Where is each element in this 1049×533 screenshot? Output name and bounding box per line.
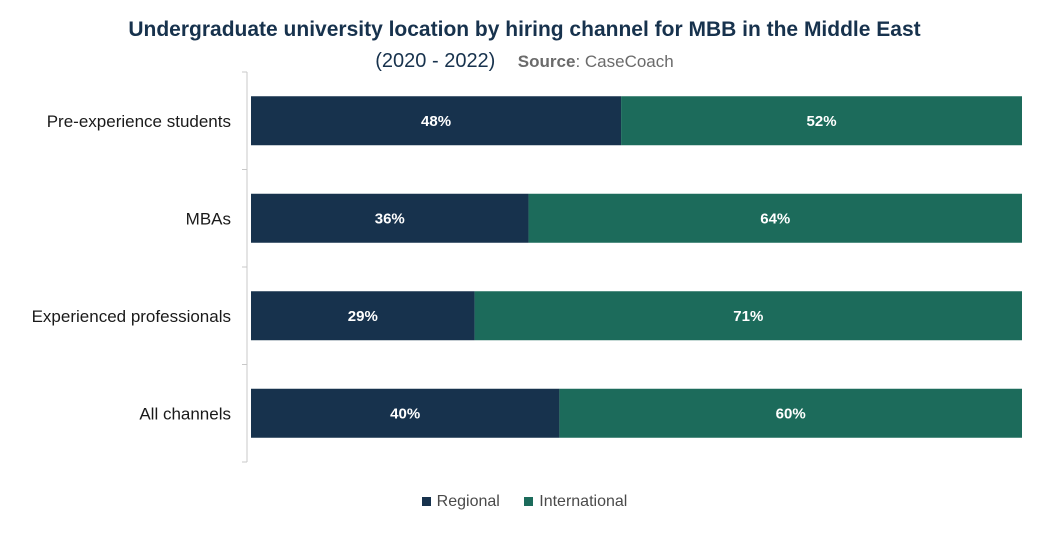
data-label: 64% [760, 210, 790, 227]
source-text: : CaseCoach [575, 52, 674, 71]
data-label: 52% [807, 113, 837, 130]
legend-label-regional: Regional [436, 493, 500, 510]
legend-item-regional: Regional [421, 493, 500, 511]
legend: Regional International [0, 493, 1049, 511]
category-label: All channels [139, 404, 231, 423]
data-label: 48% [421, 113, 451, 130]
source-line: Source: CaseCoach [518, 52, 674, 71]
bar-segment-international [621, 96, 1022, 146]
bar-segment-international [559, 388, 1022, 438]
data-label: 40% [390, 405, 420, 422]
category-label: MBAs [186, 209, 231, 228]
legend-swatch-international [524, 497, 534, 507]
subtitle-row: (2020 - 2022) Source: CaseCoach [0, 50, 1049, 73]
data-label: 60% [776, 405, 806, 422]
legend-label-international: International [539, 493, 628, 510]
bar-segment-regional [251, 96, 622, 146]
bar-segment-international [474, 291, 1023, 341]
data-label: 29% [348, 308, 378, 325]
bar-segment-regional [251, 291, 475, 341]
category-label: Experienced professionals [32, 307, 231, 326]
category-label: Pre-experience students [47, 112, 231, 131]
bar-segment-regional [251, 193, 529, 243]
legend-item-international: International [524, 493, 627, 511]
source-label: Source [517, 52, 576, 71]
bar-segment-international [528, 193, 1022, 243]
legend-swatch-regional [421, 497, 431, 507]
data-label: 71% [733, 308, 763, 325]
chart-title: Undergraduate university location by hir… [128, 18, 921, 41]
data-label: 36% [375, 210, 405, 227]
chart-subtitle: (2020 - 2022) [375, 50, 496, 72]
bar-segment-regional [251, 388, 560, 438]
